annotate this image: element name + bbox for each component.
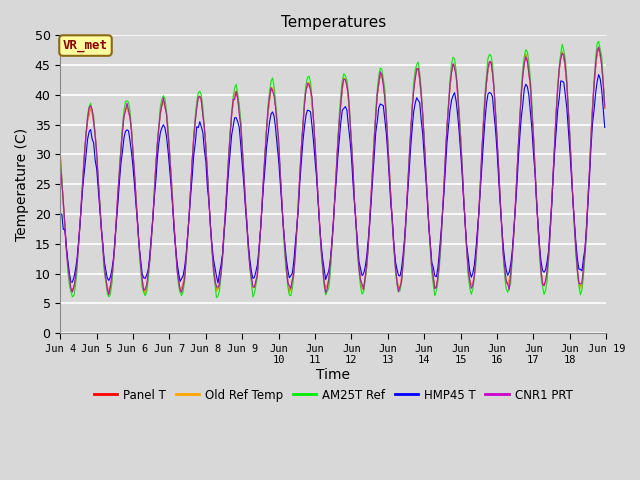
X-axis label: Time: Time: [316, 368, 350, 382]
Y-axis label: Temperature (C): Temperature (C): [15, 128, 29, 241]
Text: VR_met: VR_met: [63, 39, 108, 52]
Legend: Panel T, Old Ref Temp, AM25T Ref, HMP45 T, CNR1 PRT: Panel T, Old Ref Temp, AM25T Ref, HMP45 …: [89, 384, 577, 406]
Title: Temperatures: Temperatures: [280, 15, 386, 30]
